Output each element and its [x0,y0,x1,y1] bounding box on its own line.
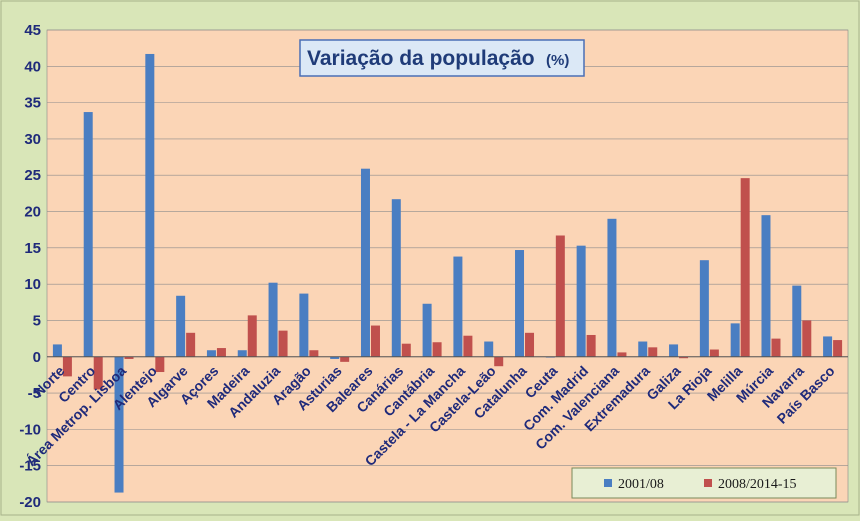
bar-2008-2014-15-cantabria [432,342,442,357]
chart-title: Variação da população [307,47,535,70]
bar-2008-2014-15-baleares [370,325,380,357]
plot-area [46,29,849,503]
bar-2008-2014-15-galiza [679,356,689,359]
bar-2001-08-la-rioja [699,260,709,357]
bar-2008-2014-15-murcia [771,338,781,357]
bar-2001-08-baleares [360,168,370,357]
legend: 2001/08 2008/2014-15 [571,467,837,499]
bar-2001-08-aragao [299,293,309,357]
y-tick-label: 10 [24,276,41,293]
bar-2008-2014-15-alentejo [155,356,165,373]
bars [52,53,843,493]
y-tick-label: 0 [33,349,41,366]
legend-swatch-2008-2014-15 [704,479,712,487]
bar-2001-08-com-madrid [576,245,586,357]
bar-2001-08-castela-leao [484,341,494,357]
y-tick-label: -15 [19,458,41,475]
bar-2008-2014-15-norte [62,356,72,377]
svg-text:Variação da população: Variação da população (%) [307,47,569,70]
bar-2008-2014-15-andaluzia [278,330,288,357]
bar-2001-08-murcia [761,215,771,357]
bar-2008-2014-15-area-metrop-lisboa [124,356,134,359]
bar-2008-2014-15-centro [93,356,103,390]
y-tick-label: -10 [19,421,41,438]
bar-2001-08-area-metrop-lisboa [114,356,124,493]
bar-2008-2014-15-la-rioja [709,349,719,357]
bar-2001-08-melilla [730,323,740,357]
bar-2001-08-andaluzia [268,282,278,357]
bar-2008-2014-15-acores [216,348,226,357]
y-tick-label: 15 [24,240,41,257]
bar-2008-2014-15-castela-la-mancha [463,335,473,357]
bar-2001-08-com-valenciana [607,218,617,357]
bar-2008-2014-15-com-madrid [586,334,596,357]
bar-2001-08-alentejo [145,53,155,357]
legend-label-2001-08: 2001/08 [618,477,664,492]
y-tick-label: -5 [28,385,41,402]
bar-2008-2014-15-navarra [802,320,812,357]
y-tick-label: 5 [33,312,41,329]
bar-2008-2014-15-extremadura [648,347,658,357]
bar-2001-08-algarve [176,295,186,357]
bar-2008-2014-15-canarias [401,343,411,357]
bar-2001-08-castela-la-mancha [453,256,463,357]
bar-2001-08-navarra [792,285,802,357]
bar-2001-08-acores [206,350,216,357]
legend-swatch-2001-08 [604,479,612,487]
y-tick-label: -20 [19,494,41,511]
bar-2008-2014-15-madeira [247,315,257,357]
bar-2001-08-galiza [669,344,679,357]
bar-2001-08-norte [52,344,62,357]
bar-2008-2014-15-castela-leao [494,356,504,367]
bar-2001-08-centro [83,112,93,357]
y-tick-label: 20 [24,204,41,221]
bar-2001-08-pais-basco [823,336,833,357]
y-tick-label: 45 [24,22,41,39]
y-tick-label: 30 [24,131,41,148]
chart-title-box: Variação da população (%) [299,39,585,77]
chart-title-frame [299,39,585,77]
bar-2008-2014-15-asturias [340,356,350,362]
bar-2008-2014-15-com-valenciana [617,352,627,357]
bar-2001-08-cantabria [422,303,432,357]
bar-2001-08-madeira [237,350,247,357]
bar-2001-08-catalunha [515,250,525,357]
legend-label-2008-2014-15: 2008/2014-15 [718,477,797,492]
y-tick-label: 35 [24,95,41,112]
bar-2001-08-canarias [391,199,401,357]
bar-2001-08-asturias [330,356,340,359]
bar-2008-2014-15-ceuta [555,235,565,357]
bar-2008-2014-15-melilla [740,178,750,357]
y-tick-label: 40 [24,58,41,75]
bar-2008-2014-15-aragao [309,350,319,357]
chart-title-unit: (%) [546,52,569,69]
bar-2008-2014-15-catalunha [525,332,535,357]
bar-2008-2014-15-pais-basco [833,340,843,357]
y-axis-tick-labels: 45 40 35 30 25 20 15 10 5 0 -5 -10 -15 -20 [19,22,41,511]
y-tick-label: 25 [24,167,41,184]
bar-2001-08-extremadura [638,341,648,357]
bar-2008-2014-15-algarve [186,332,196,357]
